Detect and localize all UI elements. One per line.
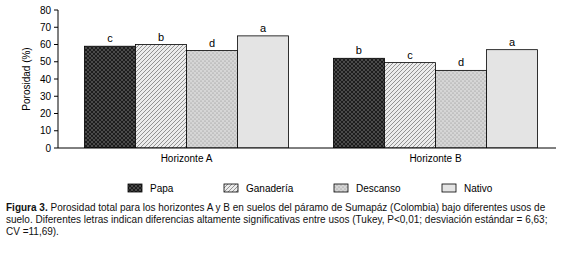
legend-swatch (442, 184, 456, 192)
y-tick (54, 96, 58, 97)
bar-letter: b (158, 31, 164, 43)
bar (436, 70, 487, 148)
bar-letter: d (458, 56, 464, 68)
bar-letters: c b d a b c d a (107, 22, 516, 69)
legend-label: Ganadería (246, 183, 294, 194)
y-tick-label: 10 (40, 125, 52, 136)
caption-text: Porosidad total para los horizontes A y … (6, 202, 547, 237)
bar-letter: a (509, 36, 516, 48)
bar-letter: c (407, 49, 413, 61)
y-tick-label: 50 (40, 56, 52, 67)
y-tick (54, 148, 58, 149)
y-tick (54, 79, 58, 80)
caption-label: Figura 3. (6, 202, 48, 213)
y-axis (58, 10, 59, 148)
caption: Figura 3. Porosidad total para los horiz… (6, 202, 558, 238)
y-tick (54, 130, 58, 131)
bar-letter: d (209, 37, 215, 49)
bar-letter: c (107, 32, 113, 44)
legend-label: Papa (150, 183, 174, 194)
bar-letter: a (260, 22, 267, 34)
y-tick-label: 40 (40, 74, 52, 85)
legend-swatch (224, 184, 238, 192)
bar (238, 36, 289, 148)
bar-letter: b (356, 44, 362, 56)
bar (333, 58, 384, 148)
y-axis-label: Porosidad (%) (21, 47, 32, 110)
y-tick (54, 44, 58, 45)
bar (135, 45, 186, 149)
legend-swatch (334, 184, 348, 192)
bar (487, 50, 538, 148)
y-tick (54, 113, 58, 114)
bar (84, 46, 135, 148)
y-tick-label: 0 (45, 143, 51, 154)
x-tick-label: Horizonte A (161, 153, 213, 164)
x-tick-label: Horizonte B (409, 153, 462, 164)
legend-label: Nativo (464, 183, 493, 194)
legend-label: Descanso (356, 183, 401, 194)
x-axis (58, 148, 556, 149)
y-tick (54, 27, 58, 28)
bar (384, 63, 435, 148)
bars (84, 36, 537, 148)
y-tick (54, 61, 58, 62)
y-tick (54, 10, 58, 11)
y-tick-label: 20 (40, 108, 52, 119)
y-tick-label: 70 (40, 22, 52, 33)
y-tick-label: 80 (40, 5, 52, 16)
y-tick-label: 60 (40, 39, 52, 50)
legend-swatch (128, 184, 142, 192)
y-tick-label: 30 (40, 91, 52, 102)
bar (187, 51, 238, 148)
